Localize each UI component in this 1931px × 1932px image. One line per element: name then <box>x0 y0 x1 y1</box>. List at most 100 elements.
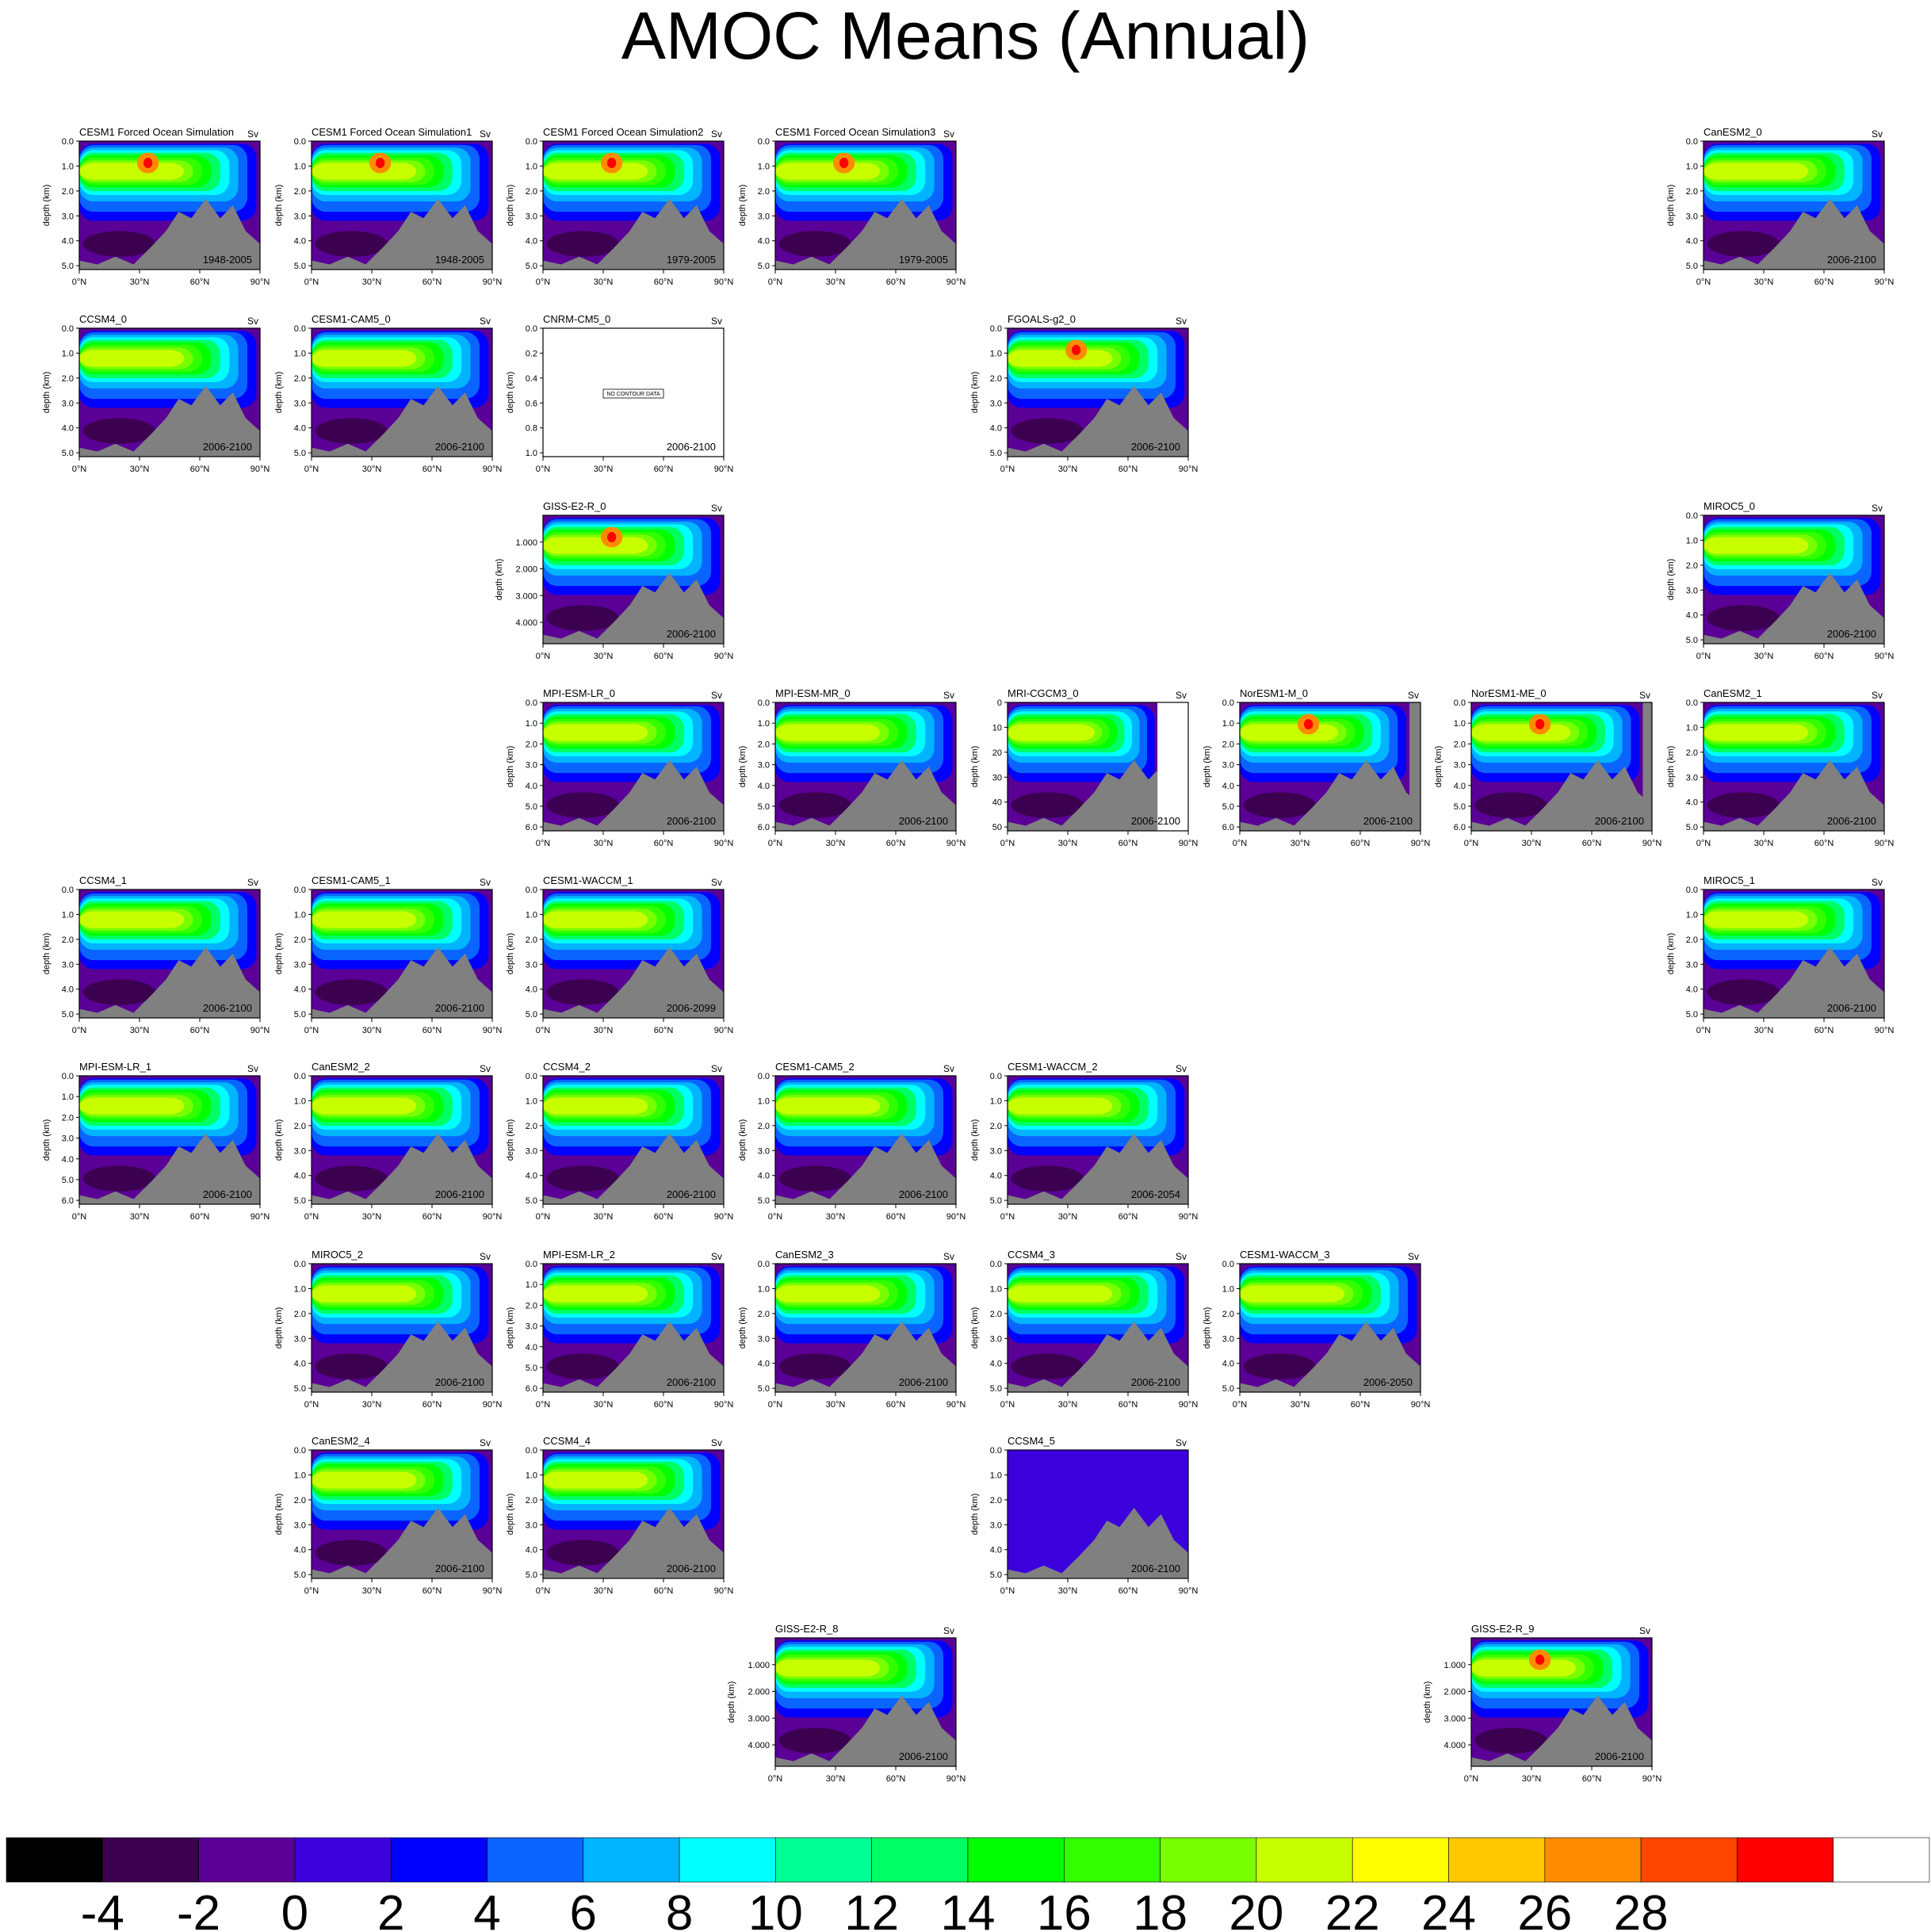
panel-title: NorESM1-M_0 <box>1240 687 1308 699</box>
y-tick-label: 1.0 <box>758 1096 770 1106</box>
panel-title: CESM1-CAM5_2 <box>775 1061 855 1073</box>
deep-cell <box>1474 1727 1547 1754</box>
panel-units: Sv <box>711 1063 722 1074</box>
x-tick-label: 90°N <box>483 1026 503 1035</box>
colorbar-tick-label: -2 <box>177 1886 220 1932</box>
bathymetry-mask <box>775 198 956 270</box>
x-tick-label: 90°N <box>1875 652 1895 661</box>
y-tick-label: 2.0 <box>62 187 74 197</box>
plot-frame <box>1703 515 1885 645</box>
panel-title: CESM1-CAM5_0 <box>312 313 391 325</box>
period-label: 2006-2100 <box>435 441 484 453</box>
x-tick-label: 90°N <box>946 277 966 287</box>
overturning-core <box>1535 1655 1545 1666</box>
x-tick-label: 30°N <box>594 1400 614 1410</box>
contour-band <box>79 350 185 367</box>
bathymetry-mask <box>543 572 724 644</box>
page-title: AMOC Means (Annual) <box>621 0 1310 73</box>
overturning-core <box>606 532 617 543</box>
contour-band <box>1471 1659 1577 1677</box>
period-label: 2006-2100 <box>1131 1376 1180 1388</box>
x-tick-label: 0°N <box>304 1026 319 1035</box>
period-label: 1948-2005 <box>435 254 484 266</box>
contour-band <box>543 1285 648 1303</box>
panel-units: Sv <box>247 1063 258 1074</box>
panel-title: NorESM1-ME_0 <box>1471 687 1547 699</box>
y-tick-label: 1.0 <box>1686 536 1698 545</box>
panel-units: Sv <box>711 877 722 888</box>
panel-units: Sv <box>711 128 722 140</box>
x-tick-label: 60°N <box>190 277 210 287</box>
panel-cesm1-forced-ocean-simulation1: CESM1 Forced Ocean Simulation1 Sv 0°N 30°N 6… <box>274 126 502 287</box>
y-tick-label: 3.0 <box>1222 761 1234 771</box>
panel-units: Sv <box>711 690 722 701</box>
y-tick-label: 3.0 <box>294 960 306 970</box>
panel-title: GISS-E2-R_8 <box>775 1623 838 1635</box>
contour-band <box>312 1097 417 1115</box>
bathymetry-mask <box>775 759 956 831</box>
y-tick-label: 3.0 <box>1686 212 1698 221</box>
x-tick-label: 60°N <box>886 839 906 848</box>
y-axis-label: depth (km) <box>727 1681 736 1723</box>
colorbar-tick-label: 6 <box>570 1886 597 1932</box>
y-tick-label: 4.0 <box>294 424 306 434</box>
panel-units: Sv <box>247 128 258 140</box>
period-label: 2006-2100 <box>203 441 252 453</box>
panel-miroc5-2: MIROC5_2 Sv 0°N 30°N 60°N 90°N 0.0 1.0 2.0 3.0 4.0… <box>274 1249 502 1410</box>
colorbar-tick-label: 10 <box>748 1886 803 1932</box>
y-tick-label: 4.0 <box>294 1546 306 1555</box>
y-tick-label: 6.0 <box>1222 823 1234 832</box>
y-tick-label: 2.000 <box>1443 1688 1466 1697</box>
panel-units: Sv <box>1176 690 1187 701</box>
y-tick-label: 4.0 <box>526 237 537 247</box>
panel-title: CESM1 Forced Ocean Simulation1 <box>312 126 472 138</box>
y-tick-label: 5.0 <box>62 1176 74 1185</box>
contour-band <box>1703 911 1809 928</box>
panel-units: Sv <box>1639 1625 1650 1636</box>
y-tick-label: 4.000 <box>515 618 537 628</box>
panel-title: CCSM4_0 <box>79 313 127 325</box>
y-tick-label: 6.0 <box>62 1196 74 1206</box>
y-tick-label: 2.0 <box>990 1122 1002 1131</box>
y-tick-label: 2.0 <box>990 1496 1002 1505</box>
x-tick-label: 0°N <box>1233 1400 1248 1410</box>
deep-cell <box>546 792 619 818</box>
y-tick-label: 1.0 <box>294 1471 306 1480</box>
panel-units: Sv <box>711 503 722 514</box>
bathymetry-mask <box>312 1507 492 1578</box>
bathymetry-mask <box>312 385 492 457</box>
contour-band <box>312 163 417 180</box>
y-tick-label: 5.0 <box>294 449 306 458</box>
bathymetry-mask <box>312 198 492 270</box>
x-tick-label: 60°N <box>1814 277 1834 287</box>
y-tick-label: 4.0 <box>526 1546 537 1555</box>
deep-cell <box>546 1353 619 1379</box>
deep-cell <box>1707 979 1780 1005</box>
x-tick-label: 0°N <box>72 277 87 287</box>
y-tick-label: 4.0 <box>62 237 74 247</box>
bathymetry-mask <box>312 1321 492 1392</box>
contour-band <box>775 724 881 741</box>
deep-cell <box>1474 792 1547 818</box>
x-tick-label: 60°N <box>886 277 906 287</box>
x-tick-label: 60°N <box>190 1026 210 1035</box>
y-axis-label: depth (km) <box>970 746 980 788</box>
period-label: 2006-2100 <box>435 1563 484 1574</box>
y-tick-label: 3.0 <box>990 1146 1002 1156</box>
panel-fgoals-g2-0: FGOALS-g2_0 Sv 0°N 30°N 60°N 90°N 0.0 1.0 2.0 3.0… <box>970 313 1198 474</box>
x-tick-label: 90°N <box>250 1026 270 1035</box>
y-tick-label: 2.0 <box>294 935 306 945</box>
overturning-core <box>375 158 385 169</box>
bathymetry-mask <box>79 198 260 270</box>
panel-title: GISS-E2-R_9 <box>1471 1623 1534 1635</box>
y-tick-label: 1.0 <box>62 910 74 920</box>
x-tick-label: 30°N <box>130 1026 150 1035</box>
contour-band <box>775 1097 881 1115</box>
colorbar-swatch <box>294 1837 392 1883</box>
deep-cell <box>1707 605 1780 631</box>
y-axis-label: depth (km) <box>274 1119 284 1161</box>
deep-cell <box>778 1727 851 1754</box>
y-tick-label: 0.0 <box>1222 1260 1234 1269</box>
panel-title: CESM1-WACCM_1 <box>543 874 633 886</box>
x-tick-label: 60°N <box>654 1026 674 1035</box>
